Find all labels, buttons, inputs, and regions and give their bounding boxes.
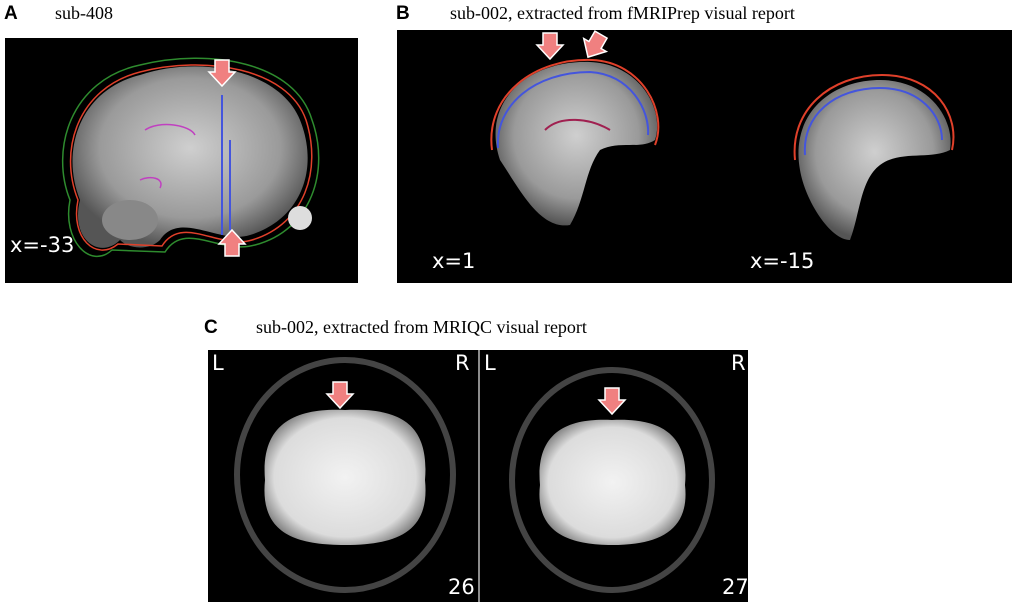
mri-image: x=-33 [5,38,358,283]
orientation-label: L [484,351,496,375]
panel-label: A [4,3,18,24]
coordinate-label: x=-15 [750,249,814,273]
panel-label: B [396,3,410,24]
panel-caption: sub-002, extracted from MRIQC visual rep… [256,317,587,337]
panel-caption: sub-408 [55,3,113,23]
coordinate-label: x=1 [432,249,475,273]
mri-image: x=1 x=-15 [397,27,1012,283]
orientation-label: L [212,351,224,375]
slice-number: 27 [722,575,749,599]
coordinate-label: x=-33 [10,233,74,257]
panel-label: C [204,317,218,338]
mri-image: L R 26 L R 27 [208,350,749,602]
slice-number: 26 [448,575,475,599]
orientation-label: R [731,351,746,375]
panel-caption: sub-002, extracted from fMRIPrep visual … [450,3,795,23]
orientation-label: R [455,351,470,375]
